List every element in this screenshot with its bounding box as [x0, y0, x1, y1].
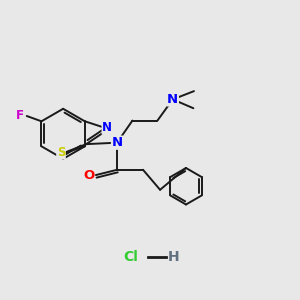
Text: N: N — [167, 93, 178, 106]
Text: O: O — [83, 169, 94, 182]
Text: N: N — [112, 136, 123, 149]
Text: S: S — [57, 146, 65, 159]
Text: N: N — [102, 121, 112, 134]
Text: F: F — [16, 109, 24, 122]
Text: H: H — [168, 250, 179, 265]
Text: Cl: Cl — [123, 250, 138, 265]
